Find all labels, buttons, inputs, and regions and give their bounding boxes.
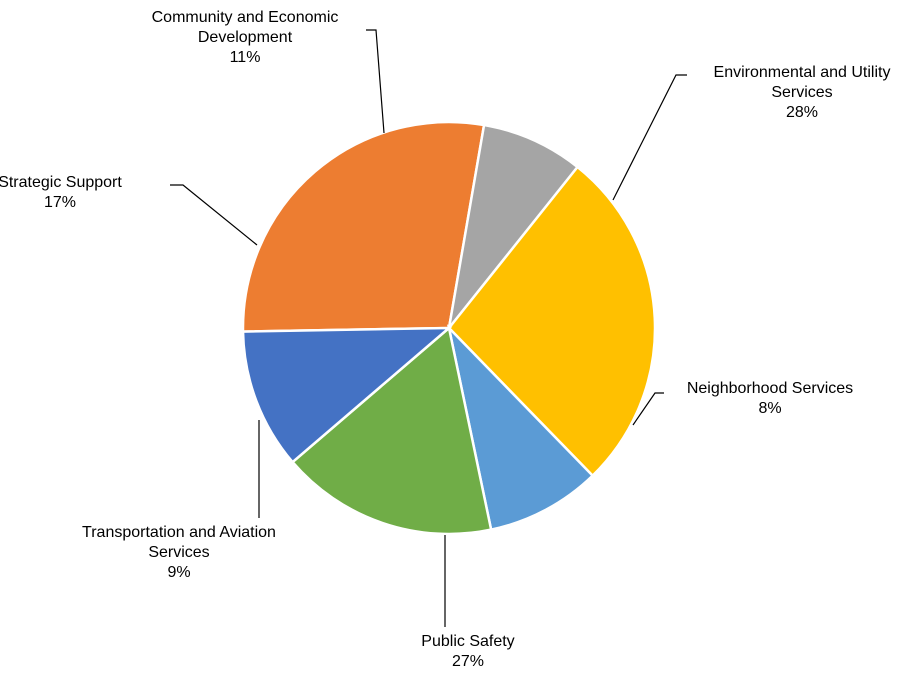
value-label: 8% xyxy=(758,400,781,417)
label-public-safety: Public Safety 27% xyxy=(421,633,514,670)
value-label: 28% xyxy=(786,104,818,121)
value-label: 9% xyxy=(167,564,190,581)
label-community-and-economic-development: Community and Economic Development 11% xyxy=(152,9,339,66)
category-label-line: Neighborhood Services xyxy=(687,380,853,397)
category-label-line: Services xyxy=(771,84,832,101)
label-neighborhood-services: Neighborhood Services 8% xyxy=(687,380,853,417)
label-transportation-and-aviation-services: Transportation and Aviation Services 9% xyxy=(82,524,276,581)
slice-strategic-support xyxy=(290,325,493,536)
leader-neighborhood-services xyxy=(632,392,664,426)
category-label-line: Environmental and Utility xyxy=(714,64,891,81)
category-label-line: Transportation and Aviation xyxy=(82,524,276,541)
slice-public-safety xyxy=(447,165,657,478)
leader-strategic-support xyxy=(170,184,258,246)
value-label: 11% xyxy=(230,49,261,66)
category-label-line: Services xyxy=(148,544,209,561)
category-label-line: Strategic Support xyxy=(0,174,122,191)
slice-neighborhood-services xyxy=(447,123,580,329)
category-label-line: Community and Economic xyxy=(152,9,339,26)
leader-environmental-and-utility-services xyxy=(612,74,687,201)
label-environmental-and-utility-services: Environmental and Utility Services 28% xyxy=(714,64,891,121)
slice-community-and-economic-development xyxy=(241,326,453,464)
value-label: 27% xyxy=(452,653,484,670)
slice-environmental-and-utility-services xyxy=(241,120,486,333)
category-label-line: Public Safety xyxy=(421,633,514,650)
leader-community-and-economic-development xyxy=(366,29,385,134)
label-strategic-support: Strategic Support 17% xyxy=(0,174,122,211)
slice-transportation-and-aviation-services xyxy=(446,324,595,532)
pie-slices xyxy=(241,120,657,536)
category-label-line: Development xyxy=(198,29,293,46)
slice-labels: Environmental and Utility Services 28% Neig… xyxy=(0,9,890,670)
leader-lines xyxy=(170,29,687,627)
value-label: 17% xyxy=(44,194,76,211)
